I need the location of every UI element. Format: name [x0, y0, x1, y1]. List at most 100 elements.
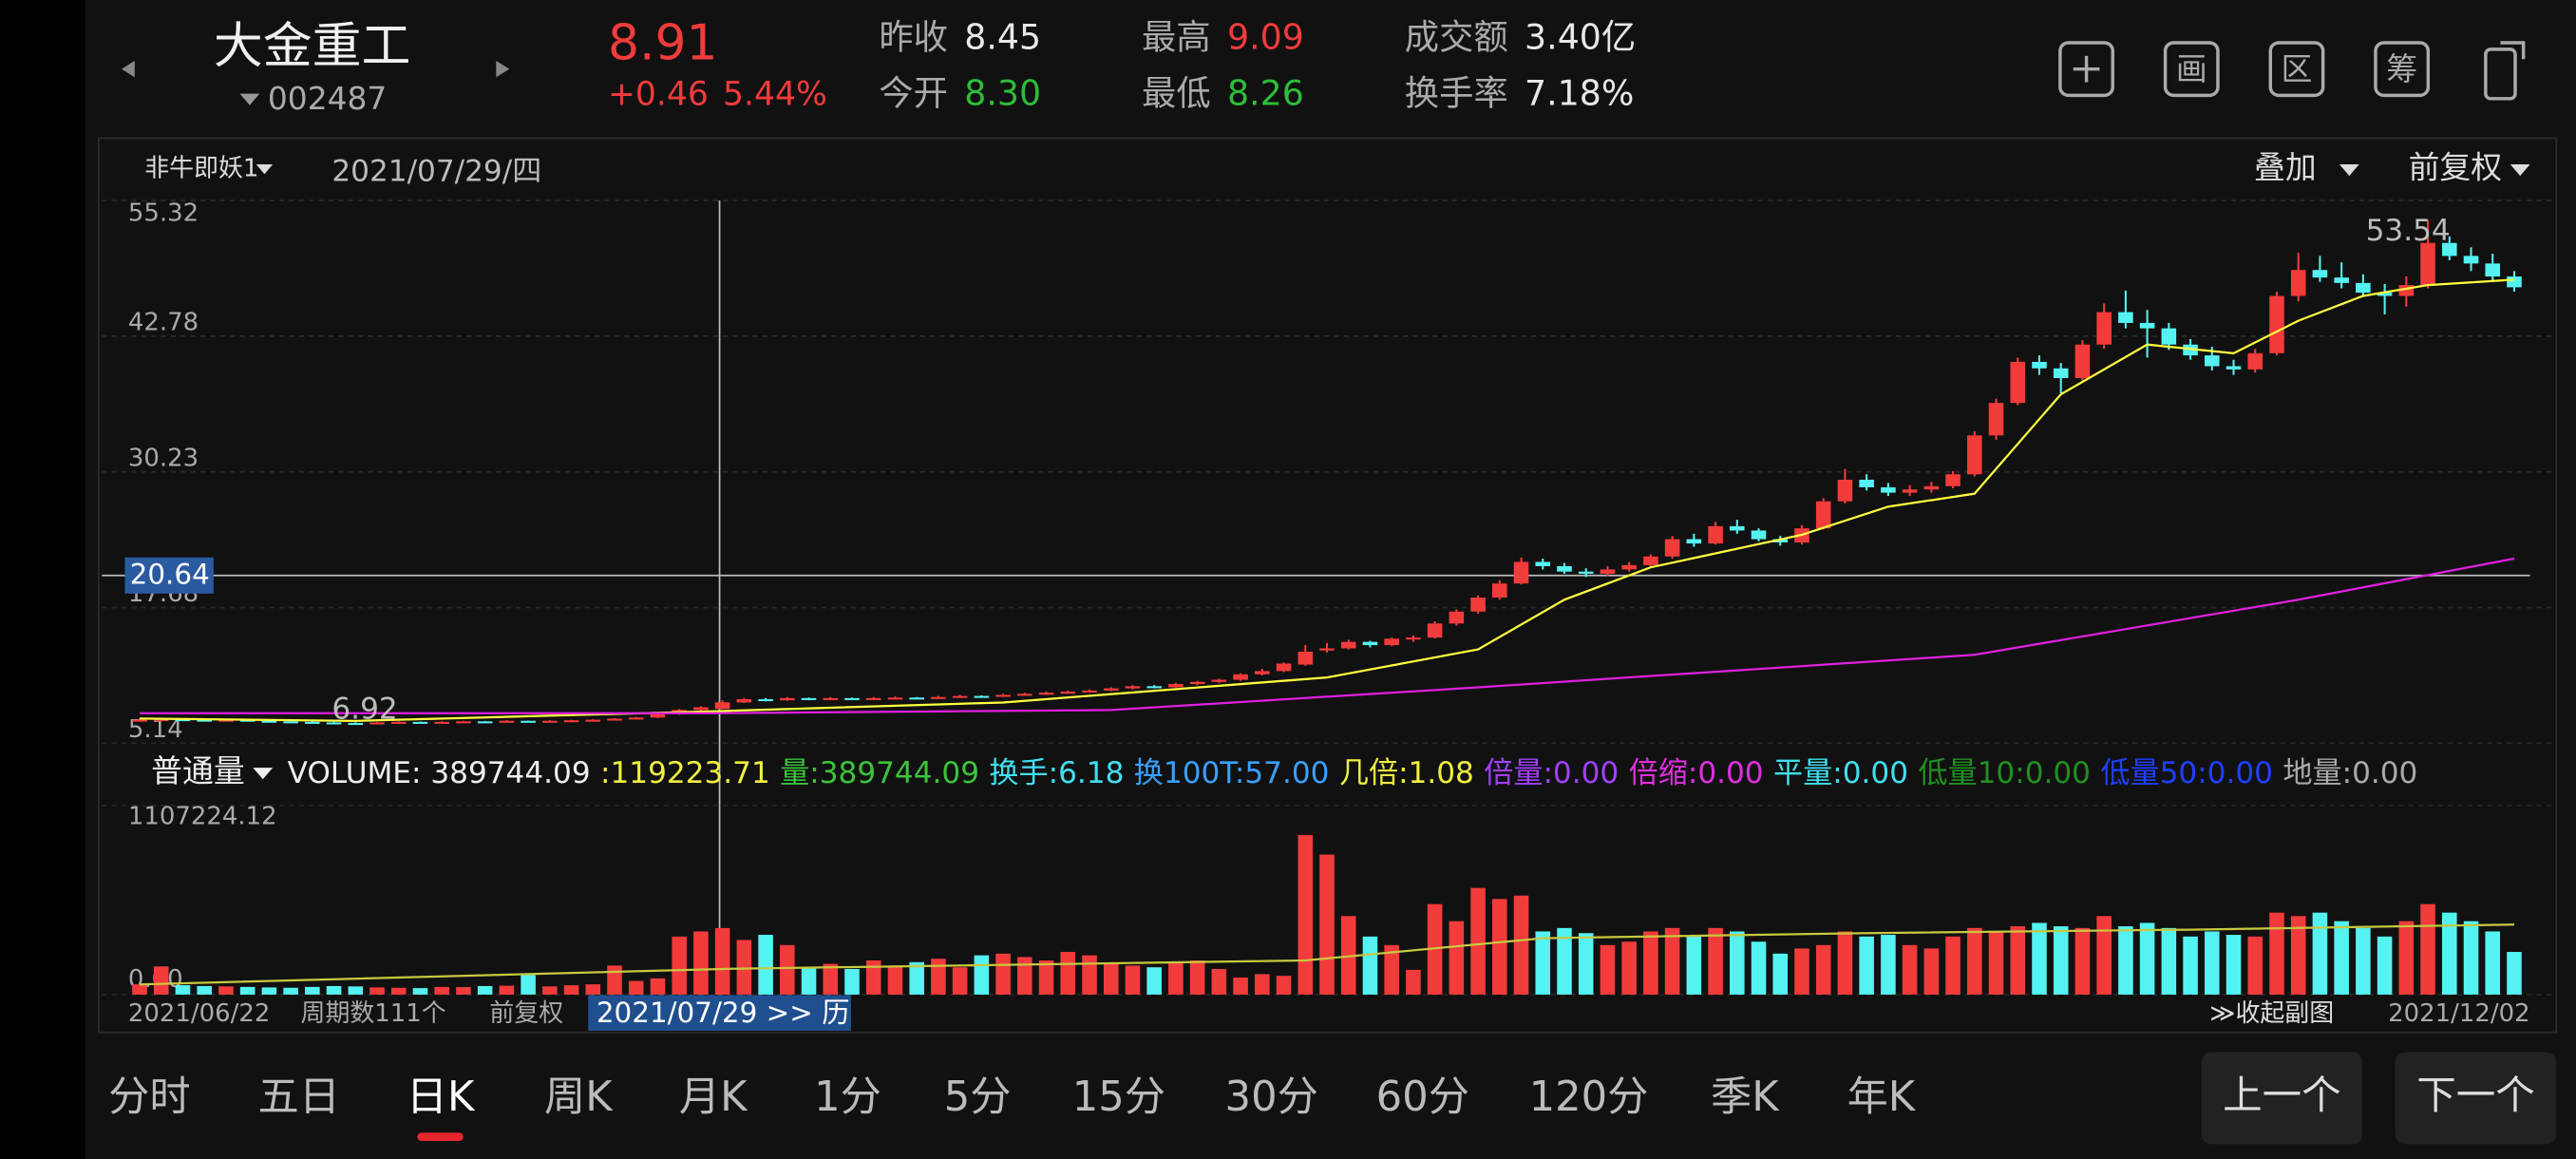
volume-indicator: :119223.71	[600, 756, 770, 790]
volume-indicator: 量:389744.09	[780, 756, 979, 790]
overlay[interactable]: 叠加	[2254, 149, 2317, 186]
stat-value: 9.09	[1227, 17, 1304, 58]
tab[interactable]: 季K	[1711, 1074, 1780, 1121]
y-tick-label: 42.78	[128, 308, 199, 336]
volume-bar	[801, 967, 817, 995]
stock-name: 大金重工	[214, 18, 411, 75]
tab[interactable]: 120分	[1529, 1074, 1649, 1121]
adjust[interactable]: 前复权	[2409, 149, 2503, 186]
add-button[interactable]	[2058, 41, 2114, 98]
draw-button[interactable]	[2163, 41, 2220, 98]
volume-bar	[348, 986, 364, 995]
rotate-button[interactable]	[2484, 48, 2517, 101]
volume-bar	[175, 985, 191, 995]
candle-body	[1017, 694, 1032, 696]
volume-bar	[1362, 936, 1378, 995]
tab[interactable]: 分时	[108, 1074, 190, 1121]
candle-body	[1211, 679, 1227, 682]
volume-bar	[1384, 944, 1399, 995]
volume-bar	[1082, 955, 1097, 995]
tab[interactable]: 1分	[814, 1074, 881, 1121]
tab[interactable]: 15分	[1072, 1074, 1165, 1121]
candle-body	[714, 702, 730, 710]
candle-body	[1297, 651, 1314, 665]
tab[interactable]: 月K	[679, 1074, 748, 1121]
volume-bar	[1017, 957, 1032, 995]
overlay-caret	[2339, 164, 2359, 177]
date-label: 2021/07/29/四	[331, 155, 541, 189]
cursor-date[interactable]: 2021/07/29 >> 历	[597, 997, 850, 1029]
prev-arrow[interactable]	[121, 61, 135, 78]
min-label: 6.92	[331, 693, 397, 727]
collapse[interactable]: ≫收起副图	[2209, 999, 2334, 1028]
candle-body	[2507, 276, 2522, 288]
volume-bar	[2053, 926, 2069, 995]
code-caret[interactable]	[239, 93, 260, 105]
tab[interactable]: 5分	[944, 1074, 1012, 1121]
volume-indicator: 平量:0.00	[1773, 756, 1908, 790]
volume-title[interactable]: 普通量	[151, 752, 245, 789]
candle-body	[412, 721, 428, 724]
change: +0.46	[608, 75, 709, 113]
stat-label: 换手率	[1405, 72, 1508, 113]
tab[interactable]: 五日	[258, 1074, 340, 1121]
volume-bar	[2226, 935, 2242, 995]
candle-body	[1513, 561, 1529, 584]
indicator-name[interactable]: 非牛即妖1	[144, 155, 258, 183]
volume-bar	[2312, 912, 2328, 995]
tab[interactable]: 60分	[1376, 1074, 1469, 1121]
volume-bar	[607, 965, 622, 995]
candle-body	[369, 722, 385, 725]
volume-bar	[714, 927, 730, 995]
candle-body	[1449, 611, 1465, 624]
prev-button[interactable]	[2201, 1052, 2363, 1145]
stat-value: 3.40亿	[1525, 17, 1636, 58]
candle-body	[2074, 344, 2091, 378]
next-arrow[interactable]	[496, 61, 510, 78]
candle-body	[1082, 690, 1097, 693]
candle-body	[1319, 648, 1335, 651]
volume-bar	[909, 961, 924, 995]
volume-bar	[477, 985, 493, 995]
prev-label: 上一个	[2223, 1072, 2341, 1118]
tab-underline	[417, 1132, 464, 1141]
candle-body	[1751, 530, 1767, 540]
stat-label: 昨收	[879, 17, 948, 58]
candle-body	[887, 697, 903, 700]
volume-bar	[2507, 952, 2522, 995]
range-button[interactable]	[2268, 41, 2325, 98]
volume-bar	[1513, 895, 1529, 995]
candle-body	[1708, 525, 1723, 544]
candle-body	[499, 720, 515, 723]
candle-body	[2290, 270, 2306, 296]
tab[interactable]: 30分	[1225, 1074, 1318, 1121]
candle-body	[1837, 479, 1853, 502]
next-label: 下一个	[2416, 1072, 2535, 1118]
volume-bar	[1211, 968, 1227, 995]
candle-body	[1945, 474, 1960, 486]
stat-value: 8.26	[1227, 72, 1304, 113]
stat-value: 8.45	[964, 17, 1041, 58]
volume-bar	[2096, 916, 2112, 995]
chips-button[interactable]	[2374, 41, 2431, 98]
next-button[interactable]	[2395, 1052, 2557, 1145]
volume-bar	[1730, 931, 1745, 995]
y-tick-label: 55.32	[128, 199, 199, 227]
volume-bar	[628, 980, 644, 995]
volume-indicator: 几倍:1.08	[1339, 756, 1474, 790]
tab[interactable]: 日K	[407, 1074, 476, 1121]
tab[interactable]: 年K	[1847, 1074, 1917, 1121]
candle-body	[1988, 403, 2004, 436]
candle-body	[1859, 479, 1874, 487]
stat-label: 最高	[1142, 17, 1211, 58]
volume-bar	[1103, 963, 1119, 995]
candle-body	[1557, 566, 1572, 572]
adjust-caret	[2510, 164, 2530, 177]
footer-adjust: 前复权	[489, 999, 563, 1028]
volume-bar	[521, 975, 536, 995]
tab[interactable]: 周K	[544, 1074, 614, 1121]
volume-bar	[2290, 916, 2306, 995]
volume-bar	[650, 978, 666, 995]
candle-body	[153, 719, 169, 722]
volume-indicator: 低量10:0.00	[1918, 756, 2091, 790]
